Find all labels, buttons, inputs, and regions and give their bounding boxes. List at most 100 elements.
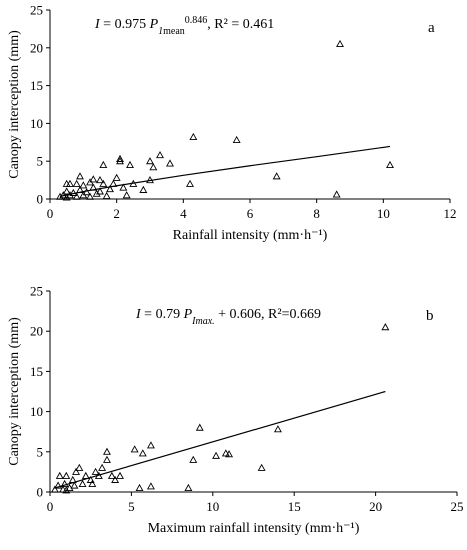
point xyxy=(86,475,95,483)
x-tick-label: 6 xyxy=(247,206,254,221)
point xyxy=(107,471,116,479)
panel: 0 5 10 15 20 25 0 5 10 15 20 25 Maximum rainfall int… xyxy=(7,284,464,537)
point xyxy=(381,323,390,331)
point xyxy=(76,172,84,180)
x-tick-label: 15 xyxy=(288,499,301,514)
point xyxy=(103,455,111,463)
point xyxy=(78,479,87,487)
point xyxy=(139,185,148,193)
point xyxy=(112,173,121,181)
point xyxy=(72,467,81,475)
point xyxy=(189,455,198,463)
y-tick-label: 5 xyxy=(37,444,44,459)
point xyxy=(166,159,174,167)
point xyxy=(99,160,108,168)
point xyxy=(99,179,108,187)
point xyxy=(96,175,104,184)
point xyxy=(70,481,79,489)
annotation-part: = 0.79 xyxy=(141,307,184,322)
y-tick-label: 5 xyxy=(37,154,44,169)
point xyxy=(50,485,59,493)
point xyxy=(72,192,81,200)
x-tick-label: 20 xyxy=(369,499,382,514)
point xyxy=(98,463,107,471)
point xyxy=(225,450,234,458)
point xyxy=(116,471,124,479)
point xyxy=(102,191,111,199)
annotation-part: Imax. xyxy=(191,316,215,327)
point xyxy=(195,423,204,431)
y-tick-label: 20 xyxy=(30,40,43,55)
panel: 0 5 10 15 20 25 0 2 4 6 8 10 12 Rainfall intensity (m… xyxy=(7,3,457,244)
x-tick-label: 0 xyxy=(47,206,54,221)
point xyxy=(62,187,71,195)
point xyxy=(130,445,139,453)
point xyxy=(119,183,128,191)
point xyxy=(111,475,120,483)
point xyxy=(184,483,193,491)
point xyxy=(189,132,198,141)
point xyxy=(103,447,111,455)
annotation-part: I xyxy=(94,17,101,32)
y-tick-label: 15 xyxy=(30,78,43,93)
point xyxy=(257,463,266,471)
y-axis-label: Canopy interception (mm) xyxy=(7,317,22,466)
point xyxy=(146,441,155,449)
point xyxy=(332,190,341,198)
point xyxy=(122,191,131,199)
y-tick-label: 10 xyxy=(30,116,43,131)
point xyxy=(272,172,281,180)
panel-letter: b xyxy=(426,308,434,324)
point xyxy=(72,179,81,187)
point xyxy=(212,451,221,459)
y-tick-label: 0 xyxy=(37,485,44,500)
annotation-part: 0.846 xyxy=(185,15,208,26)
point xyxy=(88,479,97,487)
x-axis-label: Maximum rainfall intensity (mm·h⁻¹) xyxy=(148,521,360,536)
point xyxy=(62,193,71,201)
point xyxy=(386,160,394,168)
point xyxy=(75,463,84,471)
x-tick-label: 25 xyxy=(451,499,464,514)
point xyxy=(135,483,144,491)
point xyxy=(146,157,154,165)
point xyxy=(89,175,98,183)
point xyxy=(336,39,344,48)
point xyxy=(96,187,104,195)
point xyxy=(116,157,124,165)
point xyxy=(149,163,158,171)
y-tick-label: 10 xyxy=(30,404,43,419)
annotation-part: P xyxy=(149,17,159,32)
point xyxy=(186,179,194,187)
point xyxy=(92,189,101,197)
x-tick-label: 12 xyxy=(444,206,457,221)
y-tick-label: 15 xyxy=(30,364,43,379)
annotation-part: + 0.606, R²=0.669 xyxy=(215,307,321,322)
trend-line xyxy=(54,390,386,489)
annotation-part: I xyxy=(135,307,142,322)
point xyxy=(62,179,71,187)
x-tick-label: 0 xyxy=(47,499,54,514)
point xyxy=(69,188,78,196)
point xyxy=(106,185,114,193)
y-tick-label: 0 xyxy=(37,192,44,207)
x-tick-label: 4 xyxy=(180,206,187,221)
annotation-part: , R² = 0.461 xyxy=(207,17,274,32)
annotation-part: P xyxy=(183,307,193,322)
point xyxy=(146,482,155,490)
point xyxy=(60,479,69,487)
point xyxy=(273,425,282,433)
point xyxy=(156,151,164,159)
annotation-part: 1 xyxy=(158,26,163,37)
point xyxy=(79,181,88,189)
x-axis-label: Rainfall intensity (mm·h⁻¹) xyxy=(173,228,328,243)
point xyxy=(138,449,147,457)
point xyxy=(232,135,241,144)
x-tick-label: 10 xyxy=(377,206,390,221)
point xyxy=(54,481,63,489)
x-tick-label: 5 xyxy=(128,499,135,514)
panel-letter: a xyxy=(428,20,435,36)
point xyxy=(55,471,64,479)
y-axis-label: Canopy interception (mm) xyxy=(7,30,22,179)
